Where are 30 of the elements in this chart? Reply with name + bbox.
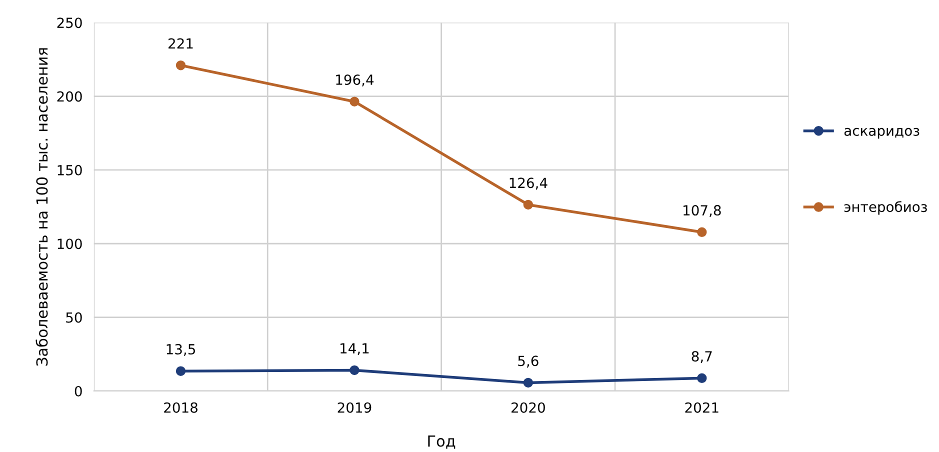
data-label: 5,6 [518,356,538,368]
legend-label: аскаридоз [844,128,920,139]
data-label: 13,5 [166,344,196,356]
y-tick-label: 250 [57,18,82,28]
x-tick-label: 2020 [512,402,545,413]
data-label: 126,4 [510,178,548,190]
x-tick-label: 2018 [164,402,198,413]
y-tick-label: 200 [57,91,82,102]
x-axis-title: Год [428,435,456,449]
y-axis-title: Заболеваемость на 100 тыс. населения [36,48,48,366]
y-tick-label: 0 [74,386,82,396]
point [523,200,534,210]
data-label: 196,4 [336,74,374,86]
legend-label: энтеробиоз [844,201,927,215]
x-tick-label: 2021 [685,402,718,413]
point [350,96,360,106]
point [697,373,707,384]
point [697,227,707,237]
point [176,60,186,70]
y-tick-label: 100 [58,238,82,250]
y-tick-label: 150 [58,164,82,176]
point [176,366,186,376]
data-label: 107,8 [684,205,721,217]
data-label: 14,1 [340,343,369,356]
point [523,378,534,388]
point [350,365,360,376]
x-tick-label: 2019 [338,402,372,413]
data-label: 8,7 [692,351,712,363]
data-label: 221 [168,38,193,49]
y-tick-label: 50 [66,312,82,323]
